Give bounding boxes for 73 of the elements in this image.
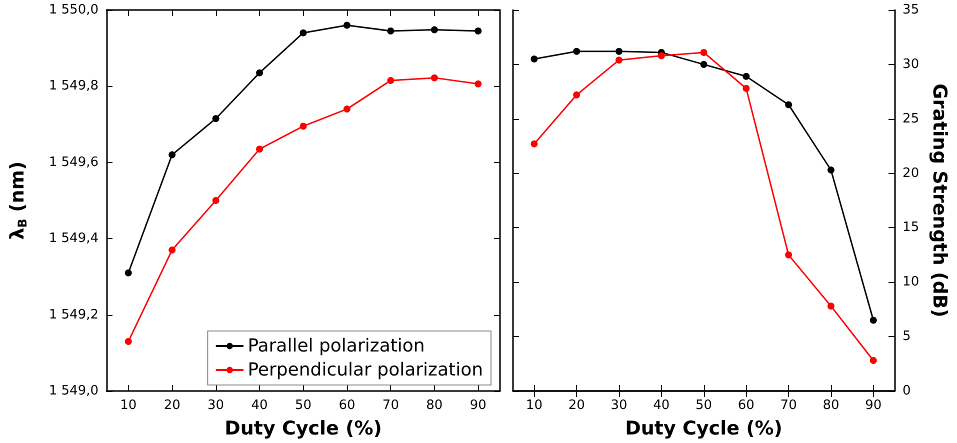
point [785, 101, 792, 108]
point [387, 76, 394, 84]
y2-tick-label: 15 [902, 220, 920, 236]
y-tick-label: 1 550,0 [48, 2, 98, 18]
point [827, 302, 834, 310]
x-tick-label: 90 [865, 398, 882, 413]
x-tick-label: 50 [294, 398, 312, 413]
point [530, 140, 538, 148]
point [387, 27, 394, 34]
point [168, 151, 176, 158]
point [827, 166, 834, 174]
point [870, 316, 877, 324]
y2-tick-label: 20 [902, 166, 920, 181]
y2-axis-title: Grating Strength (dB) [928, 84, 950, 318]
point [474, 27, 482, 34]
x-tick-label: 10 [526, 398, 542, 413]
point [343, 22, 350, 29]
x-tick-label: 80 [822, 398, 840, 413]
x-axis-title: Duty Cycle (%) [224, 418, 382, 440]
point [124, 269, 132, 276]
point [256, 146, 264, 153]
y-tick-label: 1 549,6 [48, 154, 98, 170]
x-tick-label: 80 [426, 398, 443, 413]
x-tick-label: 40 [653, 398, 670, 413]
point [530, 55, 538, 62]
point [430, 26, 438, 34]
point [474, 80, 482, 88]
y2-tick-label: 30 [902, 56, 920, 72]
point [700, 60, 708, 68]
point [573, 48, 580, 55]
x-tick-label: 30 [610, 398, 628, 413]
legend-label: Perpendicular polarization [248, 360, 484, 380]
point [300, 122, 307, 130]
x-tick-label: 60 [738, 398, 754, 413]
point [256, 69, 264, 76]
point [700, 48, 708, 56]
x-axis-title: Duty Cycle (%) [625, 418, 782, 440]
x-tick-label: 20 [568, 398, 585, 413]
x-tick-label: 70 [382, 398, 399, 413]
point [212, 197, 220, 204]
point [742, 84, 750, 92]
x-tick-label: 90 [470, 398, 486, 413]
point [658, 52, 665, 60]
point [430, 74, 438, 82]
y2-tick-label: 5 [902, 329, 911, 344]
x-tick-label: 30 [208, 398, 224, 413]
x-tick-label: 40 [251, 398, 268, 413]
point [615, 48, 622, 55]
y-axis-title: λB (nm) [6, 161, 30, 240]
x-tick-label: 20 [164, 398, 180, 413]
y2-tick-label: 10 [902, 274, 920, 290]
y-tick-label: 1 549,2 [48, 307, 98, 322]
y2-tick-label: 0 [902, 384, 911, 398]
y-tick-label: 1 549,0 [48, 384, 98, 398]
legend-label: Parallel polarization [248, 336, 425, 356]
point [870, 357, 877, 364]
point [212, 115, 220, 122]
y-tick-label: 1 549,4 [48, 231, 98, 246]
x-tick-label: 70 [780, 398, 797, 413]
point [742, 72, 750, 80]
y2-tick-label: 35 [902, 2, 920, 18]
point [785, 251, 792, 258]
x-tick-label: 50 [696, 398, 712, 413]
y-tick-label: 1 549,8 [48, 78, 98, 94]
point [124, 338, 132, 345]
point [343, 106, 350, 113]
point [300, 29, 307, 36]
point [573, 91, 580, 98]
x-tick-label: 10 [120, 398, 137, 413]
point [168, 246, 176, 254]
y2-tick-label: 25 [902, 111, 920, 126]
point [615, 56, 622, 64]
x-tick-label: 60 [338, 398, 356, 413]
